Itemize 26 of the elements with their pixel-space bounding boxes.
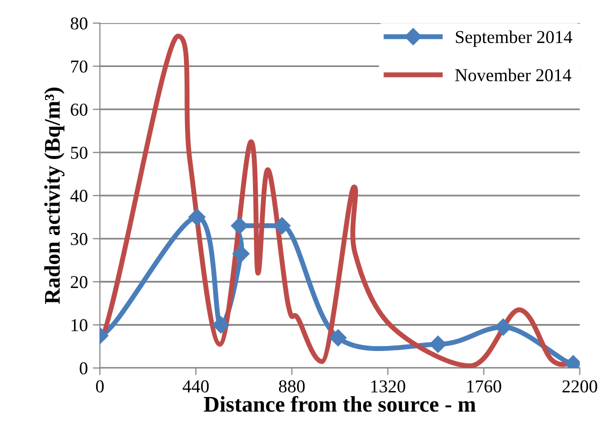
point <box>212 316 230 334</box>
y-tick-label: 70 <box>71 60 88 73</box>
x-tick-label: 2200 <box>562 380 598 392</box>
x-tick-label: 1320 <box>371 380 406 392</box>
x-tick-label: 0 <box>96 380 104 392</box>
x-tick-label: 1760 <box>467 380 502 392</box>
y-tick-label: 0 <box>80 362 88 374</box>
point <box>273 217 291 234</box>
y-tick-label: 60 <box>70 104 88 116</box>
x-tick-label: 440 <box>182 380 209 392</box>
y-tick-label: 30 <box>70 232 88 246</box>
y-tick-label: 80 <box>70 17 88 30</box>
y-tick-label: 50 <box>71 146 88 159</box>
x-tick-label: 880 <box>278 380 305 392</box>
point <box>188 208 206 226</box>
point <box>330 329 347 346</box>
legend-label: September 2014 <box>456 30 572 47</box>
y-tick-label: 40 <box>70 190 88 202</box>
y-axis-title: Radon activity (Bq/m³) <box>44 88 64 304</box>
x-axis-title: Distance from the source - m <box>204 396 476 412</box>
y-tick-label: 10 <box>72 319 88 332</box>
legend-label: November 2014 <box>455 68 572 82</box>
point <box>429 336 447 353</box>
point <box>232 245 250 262</box>
point <box>494 318 512 336</box>
y-tick-label: 20 <box>70 276 88 288</box>
